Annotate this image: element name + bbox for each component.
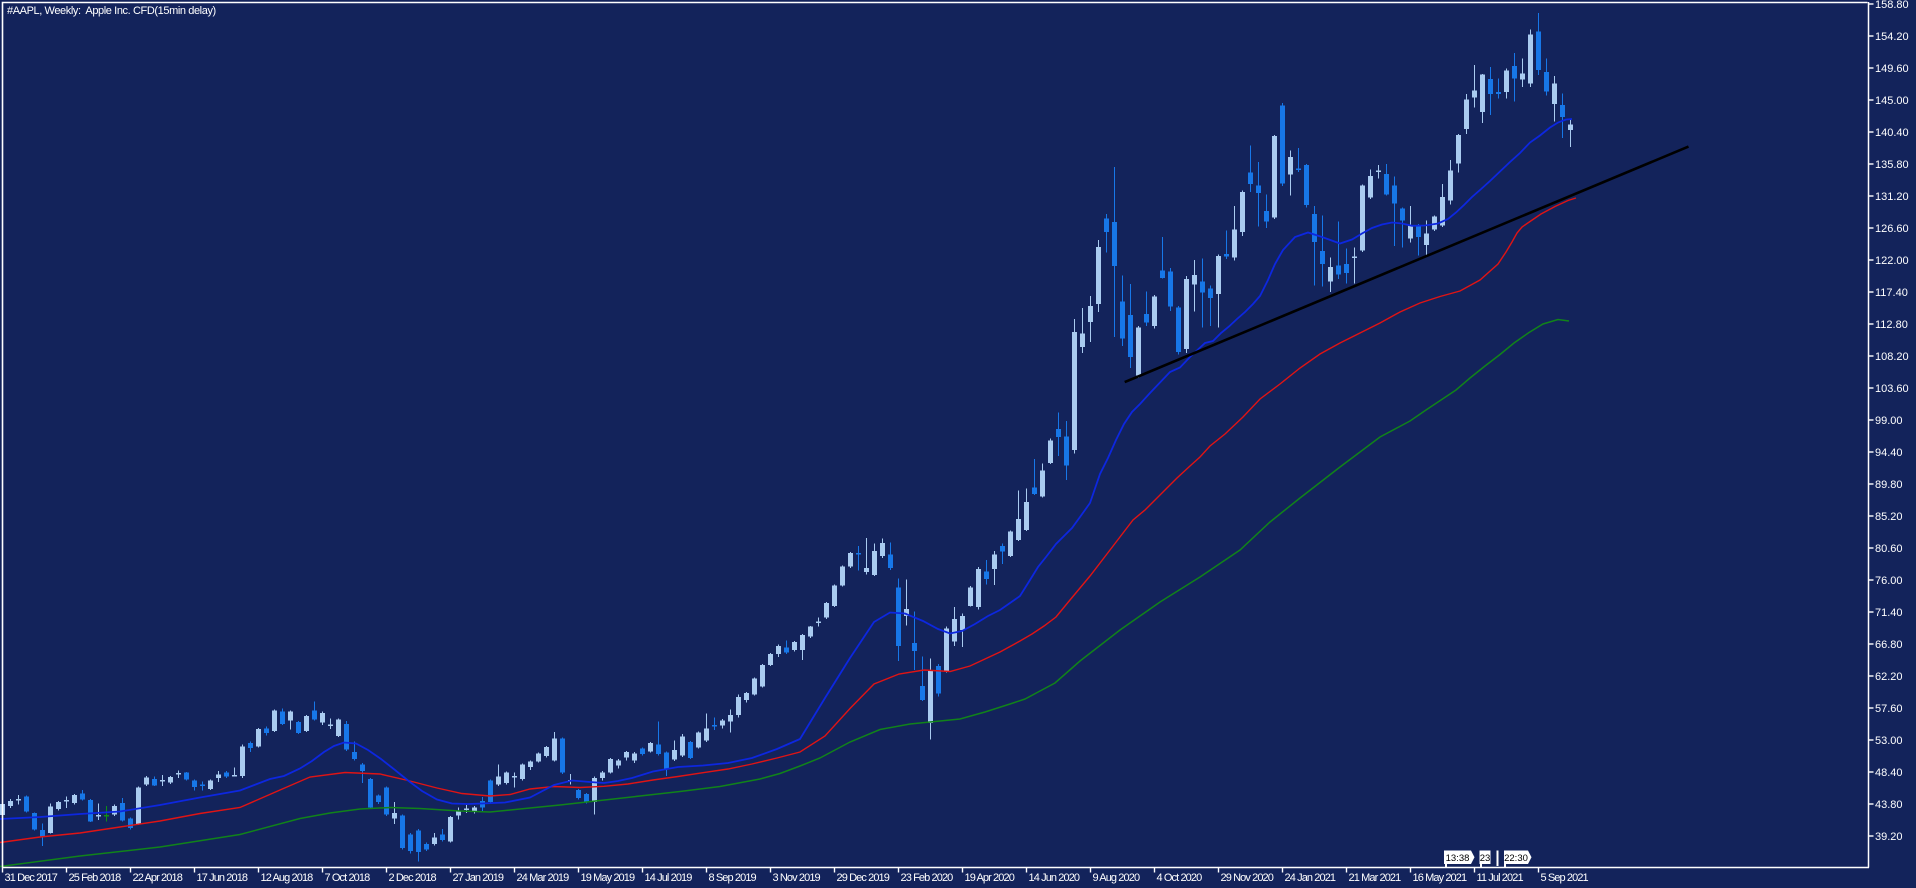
svg-text:24 Mar 2019: 24 Mar 2019 bbox=[517, 872, 570, 884]
svg-text:57.60: 57.60 bbox=[1875, 703, 1903, 715]
svg-text:112.80: 112.80 bbox=[1875, 319, 1908, 331]
svg-text:12 Aug 2018: 12 Aug 2018 bbox=[261, 872, 314, 884]
svg-text:13:38: 13:38 bbox=[1446, 853, 1470, 864]
svg-text:39.20: 39.20 bbox=[1875, 831, 1903, 843]
svg-text:24 Jan 2021: 24 Jan 2021 bbox=[1285, 872, 1336, 884]
svg-text:16 May 2021: 16 May 2021 bbox=[1413, 872, 1467, 884]
svg-text:23: 23 bbox=[1480, 853, 1491, 864]
svg-text:8 Sep 2019: 8 Sep 2019 bbox=[709, 872, 757, 884]
svg-text:66.80: 66.80 bbox=[1875, 639, 1903, 651]
svg-text:48.40: 48.40 bbox=[1875, 767, 1903, 779]
svg-text:71.40: 71.40 bbox=[1875, 607, 1903, 619]
svg-text:94.40: 94.40 bbox=[1875, 447, 1903, 459]
svg-text:140.40: 140.40 bbox=[1875, 127, 1909, 139]
svg-text:154.20: 154.20 bbox=[1875, 31, 1909, 43]
svg-text:14 Jun 2020: 14 Jun 2020 bbox=[1029, 872, 1080, 884]
svg-text:149.60: 149.60 bbox=[1875, 63, 1909, 75]
svg-text:19 May 2019: 19 May 2019 bbox=[581, 872, 635, 884]
svg-text:62.20: 62.20 bbox=[1875, 671, 1903, 683]
svg-text:122.00: 122.00 bbox=[1875, 255, 1909, 267]
svg-text:27 Jan 2019: 27 Jan 2019 bbox=[453, 872, 504, 884]
svg-text:17 Jun 2018: 17 Jun 2018 bbox=[197, 872, 248, 884]
svg-text:3 Nov 2019: 3 Nov 2019 bbox=[773, 872, 821, 884]
svg-text:117.40: 117.40 bbox=[1875, 287, 1908, 299]
svg-text:19 Apr 2020: 19 Apr 2020 bbox=[965, 872, 1015, 884]
svg-text:14 Jul 2019: 14 Jul 2019 bbox=[645, 872, 693, 884]
svg-text:22 Apr 2018: 22 Apr 2018 bbox=[133, 872, 183, 884]
svg-text:99.00: 99.00 bbox=[1875, 415, 1903, 427]
svg-text:21 Mar 2021: 21 Mar 2021 bbox=[1349, 872, 1402, 884]
svg-text:43.80: 43.80 bbox=[1875, 799, 1903, 811]
svg-text:108.20: 108.20 bbox=[1875, 351, 1909, 363]
svg-text:25 Feb 2018: 25 Feb 2018 bbox=[69, 872, 122, 884]
svg-text:103.60: 103.60 bbox=[1875, 383, 1909, 395]
svg-text:5 Sep 2021: 5 Sep 2021 bbox=[1541, 872, 1589, 884]
svg-text:158.80: 158.80 bbox=[1875, 0, 1909, 11]
svg-text:31 Dec 2017: 31 Dec 2017 bbox=[5, 872, 58, 884]
svg-text:11 Jul 2021: 11 Jul 2021 bbox=[1477, 872, 1524, 884]
svg-text:#AAPL, Weekly: Apple Inc. CFD: #AAPL, Weekly: Apple Inc. CFD(15min dela… bbox=[7, 5, 216, 17]
svg-text:29 Dec 2019: 29 Dec 2019 bbox=[837, 872, 890, 884]
svg-text:85.20: 85.20 bbox=[1875, 511, 1903, 523]
svg-text:53.00: 53.00 bbox=[1875, 735, 1903, 747]
svg-text:126.60: 126.60 bbox=[1875, 223, 1909, 235]
svg-text:9 Aug 2020: 9 Aug 2020 bbox=[1093, 872, 1140, 884]
svg-text:76.00: 76.00 bbox=[1875, 575, 1903, 587]
svg-text:145.00: 145.00 bbox=[1875, 95, 1909, 107]
svg-text:22:30: 22:30 bbox=[1504, 853, 1528, 864]
svg-text:7 Oct 2018: 7 Oct 2018 bbox=[325, 872, 371, 884]
svg-text:89.80: 89.80 bbox=[1875, 479, 1903, 491]
svg-text:4 Oct 2020: 4 Oct 2020 bbox=[1157, 872, 1203, 884]
svg-text:2 Dec 2018: 2 Dec 2018 bbox=[389, 872, 437, 884]
svg-text:80.60: 80.60 bbox=[1875, 543, 1903, 555]
svg-text:135.80: 135.80 bbox=[1875, 159, 1909, 171]
svg-text:29 Nov 2020: 29 Nov 2020 bbox=[1221, 872, 1274, 884]
svg-text:23 Feb 2020: 23 Feb 2020 bbox=[901, 872, 954, 884]
svg-text:131.20: 131.20 bbox=[1875, 191, 1909, 203]
